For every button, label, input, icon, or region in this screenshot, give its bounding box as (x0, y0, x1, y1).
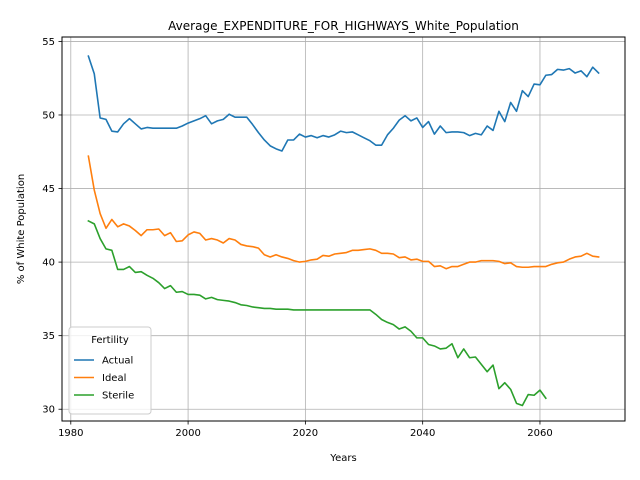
series-line-sterile (87, 219, 547, 407)
y-axis-label: % of White Population (16, 174, 27, 284)
x-axis-label: Years (329, 453, 356, 464)
y-tick-label: 35 (42, 331, 55, 342)
y-tick-label: 45 (42, 184, 55, 195)
series-line-actual (87, 55, 600, 152)
y-tick-label: 50 (42, 110, 55, 121)
series-lines (87, 55, 600, 407)
y-axis-ticks: 30 35 40 45 50 55 (42, 37, 62, 416)
legend-title: Fertility (91, 335, 129, 346)
series-line-ideal (87, 155, 600, 270)
x-tick-label: 2060 (527, 428, 552, 439)
legend: Fertility Actual Ideal Sterile (68, 326, 152, 415)
x-tick-label: 2020 (293, 428, 318, 439)
plot-frame (61, 36, 626, 422)
x-axis-ticks: 1980 2000 2020 2040 2060 (58, 421, 553, 439)
grid (62, 37, 625, 421)
x-tick-label: 2040 (410, 428, 435, 439)
y-tick-label: 30 (42, 405, 55, 416)
legend-label-ideal: Ideal (102, 373, 126, 384)
y-tick-label: 55 (42, 37, 55, 48)
x-tick-label: 1980 (58, 428, 83, 439)
x-tick-label: 2000 (175, 428, 200, 439)
y-tick-label: 40 (42, 258, 55, 269)
chart-title: Average_EXPENDITURE_FOR_HIGHWAYS_White_P… (168, 19, 519, 33)
legend-box (68, 326, 152, 415)
legend-label-sterile: Sterile (102, 391, 134, 402)
legend-label-actual: Actual (102, 356, 133, 367)
